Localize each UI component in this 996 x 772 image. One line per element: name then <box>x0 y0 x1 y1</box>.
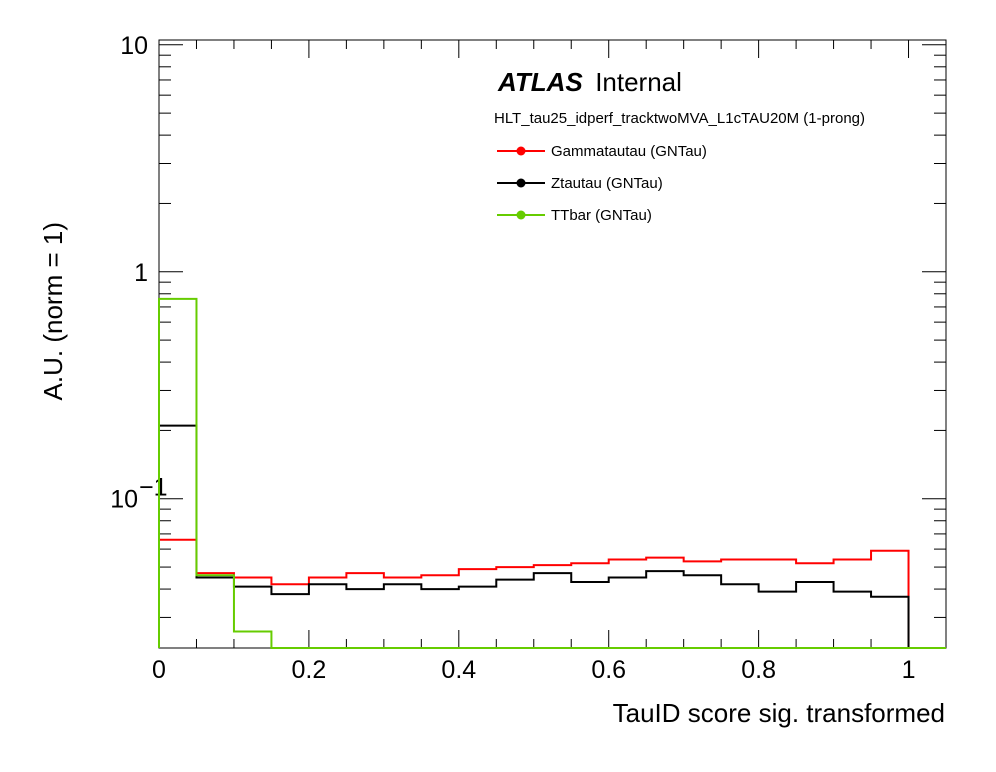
trigger-label: HLT_tau25_idperf_tracktwoMVA_L1cTAU20M (… <box>494 110 865 127</box>
x-tick-label: 0.8 <box>741 656 776 684</box>
y-tick-label: 1 <box>134 259 148 287</box>
x-tick-label: 1 <box>902 656 916 684</box>
series-layer <box>158 297 946 649</box>
x-tick-label: 0.4 <box>441 656 476 684</box>
x-axis-title: TauID score sig. transformed <box>613 698 945 728</box>
legend: Gammatautau (GNTau) Ztautau (GNTau) TTbar … <box>497 143 707 224</box>
axis-ticks <box>158 40 947 648</box>
series-line-2 <box>158 297 946 649</box>
atlas-status: Internal <box>595 67 682 97</box>
series-line-1 <box>158 424 946 649</box>
atlas-label-bold: ATLAS <box>497 67 583 97</box>
legend-marker <box>516 146 526 156</box>
legend-label: TTbar (GNTau) <box>551 207 652 224</box>
y-tick-label-exponent: −1 <box>139 474 168 502</box>
y-axis-title: A.U. (norm = 1) <box>38 222 68 400</box>
x-tick-label: 0.6 <box>591 656 626 684</box>
x-tick-label: 0.2 <box>292 656 327 684</box>
legend-label: Ztautau (GNTau) <box>551 175 663 192</box>
legend-marker <box>516 210 526 220</box>
legend-marker <box>516 178 526 188</box>
x-tick-label: 0 <box>152 656 166 684</box>
axes-frame <box>158 39 947 649</box>
y-tick-label: 10 <box>110 486 138 514</box>
x-tick-labels: 0 0.2 0.4 0.6 0.8 1 <box>152 656 915 684</box>
series-line-0 <box>158 538 946 649</box>
atlas-label: ATLAS Internal <box>497 67 682 97</box>
plot-frame <box>158 39 947 649</box>
y-tick-label: 10 <box>120 32 148 60</box>
legend-label: Gammatautau (GNTau) <box>551 143 707 160</box>
